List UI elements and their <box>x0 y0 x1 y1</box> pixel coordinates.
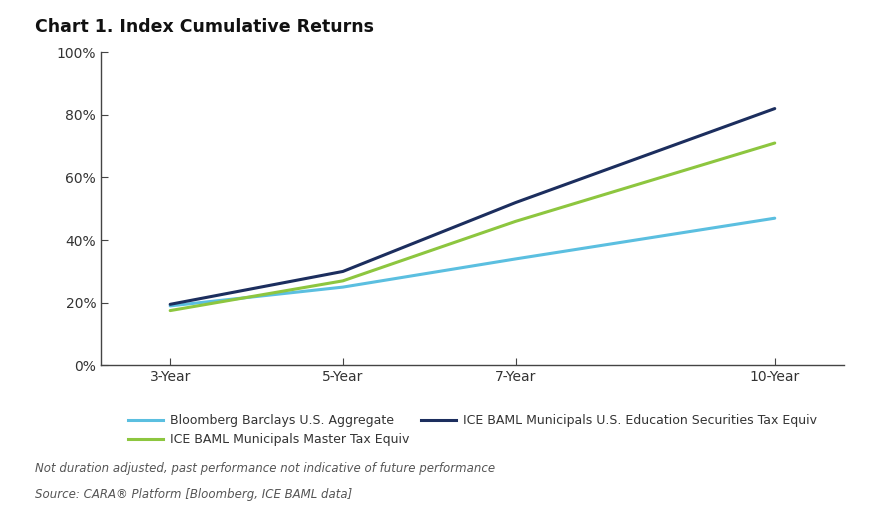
Text: Source: CARA® Platform [Bloomberg, ICE BAML data]: Source: CARA® Platform [Bloomberg, ICE B… <box>35 488 352 501</box>
Legend: Bloomberg Barclays U.S. Aggregate, ICE BAML Municipals Master Tax Equiv, ICE BAM: Bloomberg Barclays U.S. Aggregate, ICE B… <box>123 409 821 452</box>
Text: Not duration adjusted, past performance not indicative of future performance: Not duration adjusted, past performance … <box>35 462 494 475</box>
Text: Chart 1. Index Cumulative Returns: Chart 1. Index Cumulative Returns <box>35 18 374 36</box>
